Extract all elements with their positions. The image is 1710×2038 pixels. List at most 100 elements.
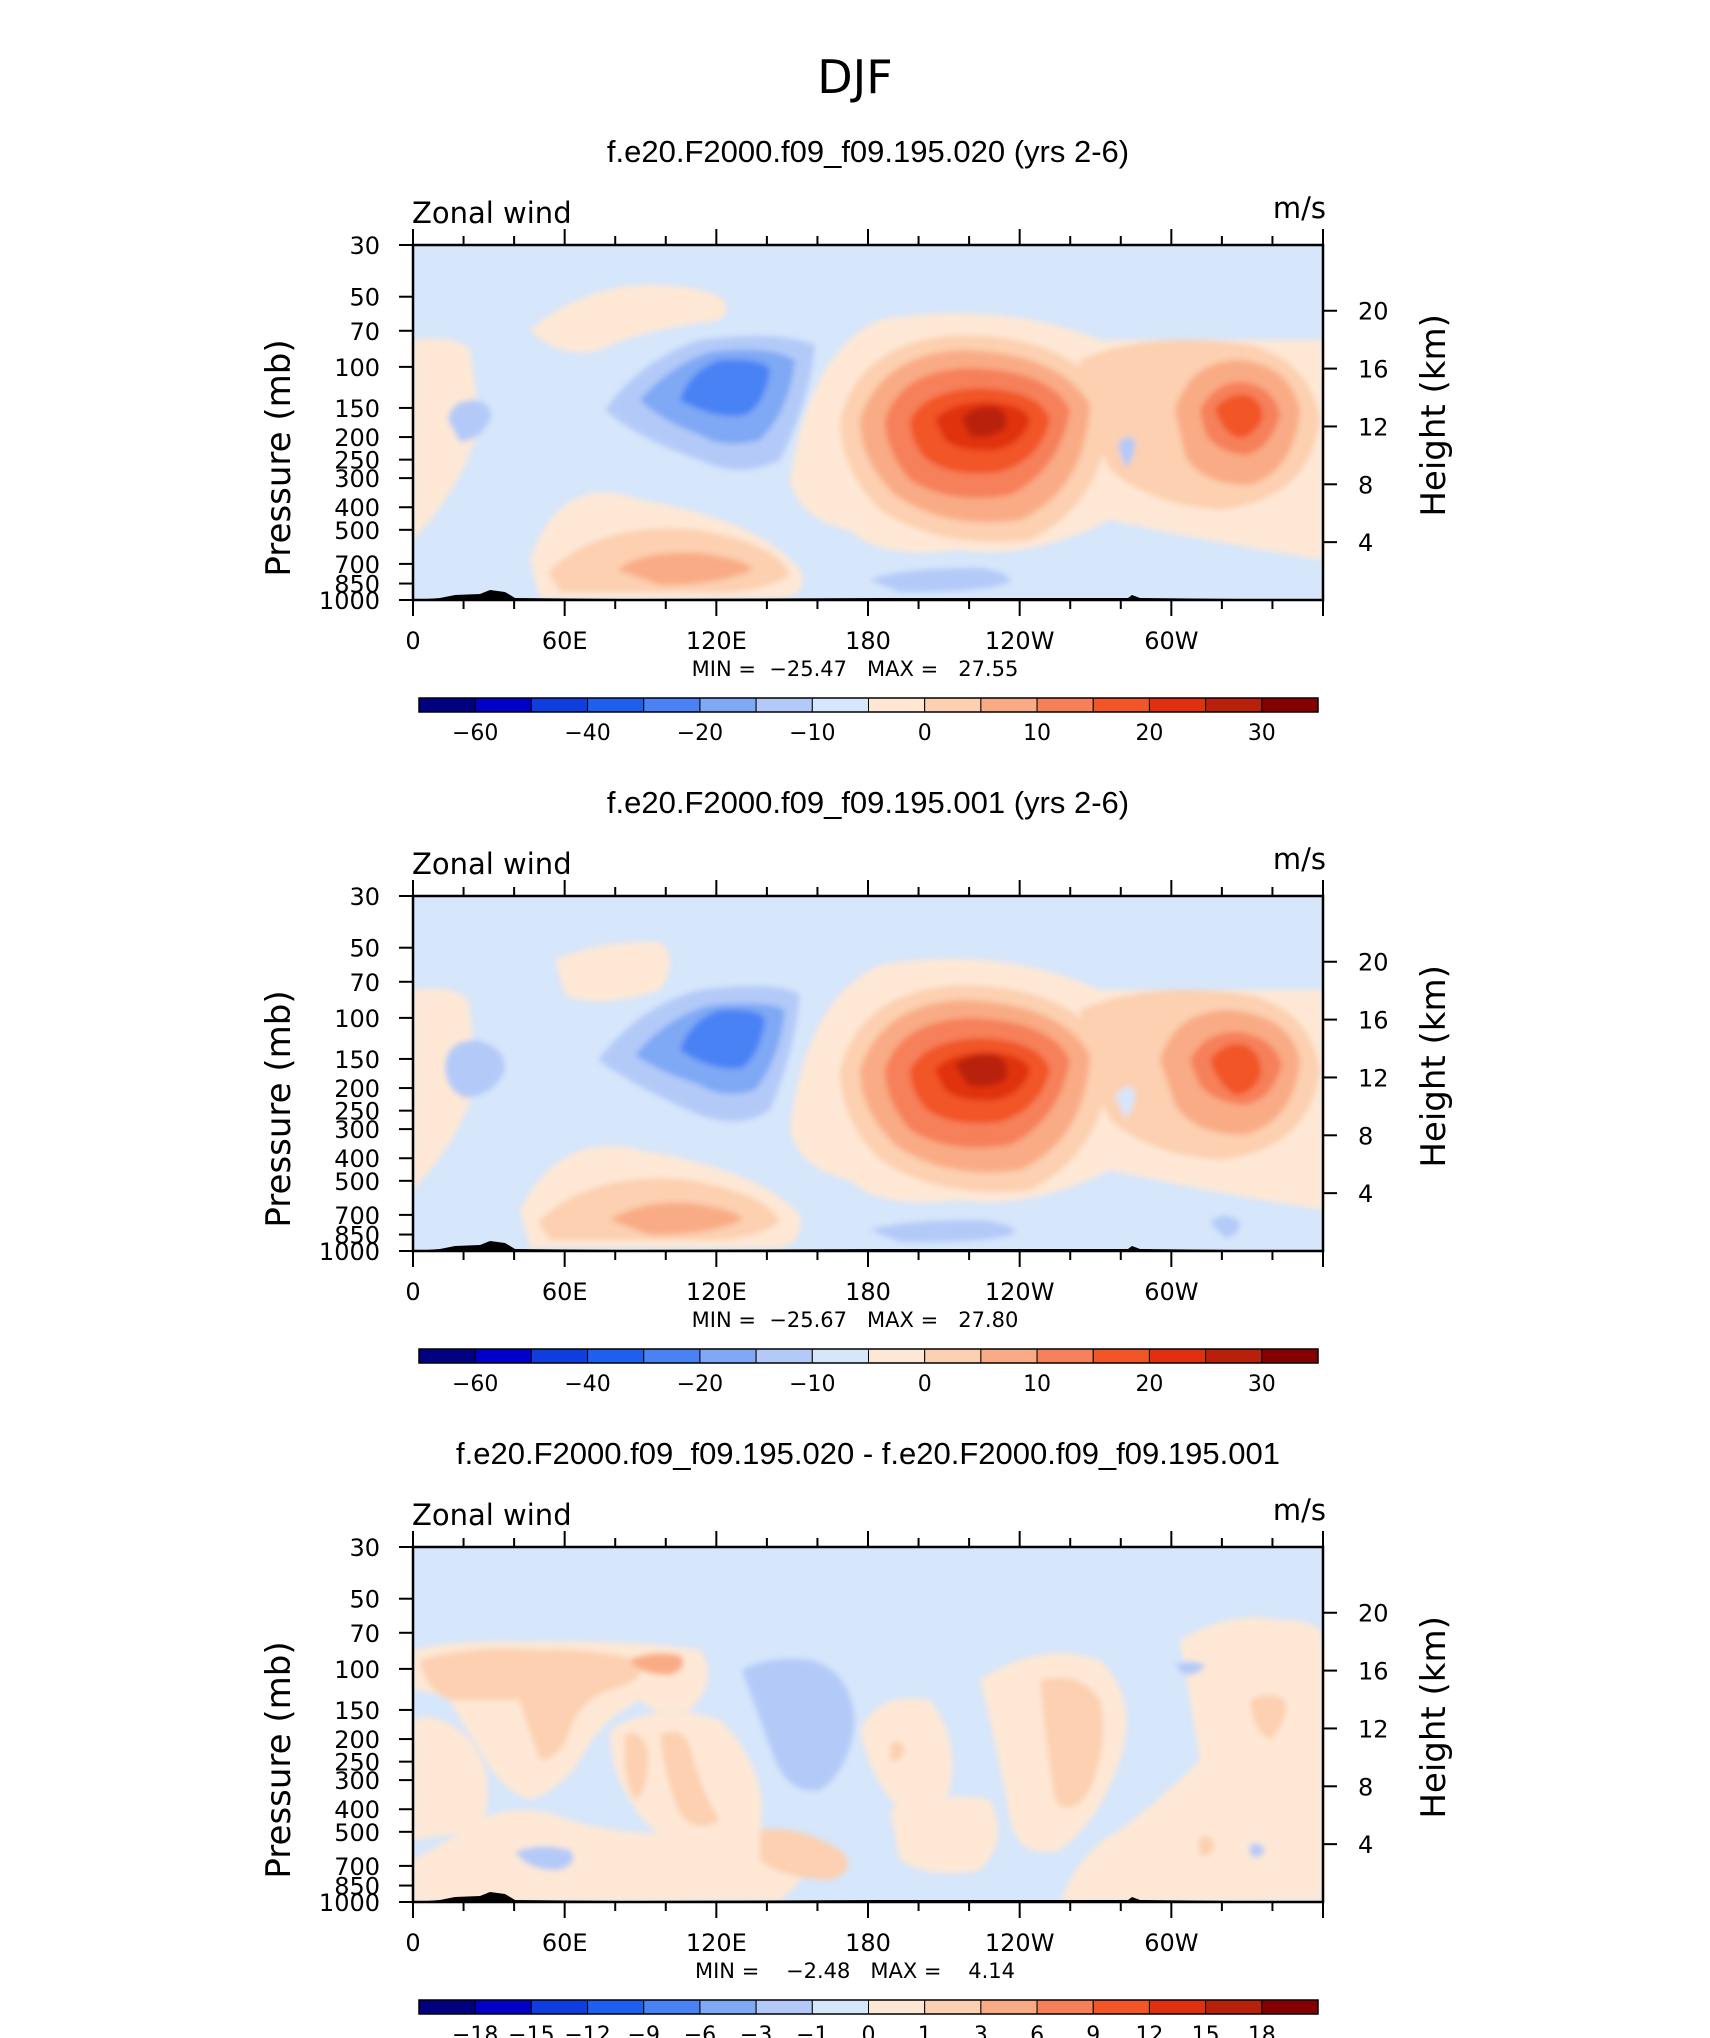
pressure-tick-label: 850 [334, 1873, 380, 1901]
colorbar-label: −15 [508, 2023, 554, 2038]
contour-field [413, 1547, 1323, 1902]
colorbar-label: −20 [677, 721, 723, 746]
pressure-tick-label: 400 [334, 494, 380, 522]
height-axis-label: Height (km) [1414, 314, 1454, 517]
lon-tick-label: 120E [686, 627, 747, 655]
colorbar-frame [418, 1999, 1319, 2015]
lon-tick-label: 120W [985, 627, 1055, 655]
colorbar-swatch [474, 1999, 532, 2015]
colorbar-label: −9 [628, 2023, 660, 2038]
contour-fill [760, 1829, 848, 1880]
contour-fill [742, 1658, 855, 1791]
contour-fill [1115, 1086, 1135, 1118]
contour-fill [1060, 1617, 1323, 1902]
panel-title: f.e20.F2000.f09_f09.195.020 (yrs 2-6) [607, 134, 1129, 169]
contour-fill [870, 568, 1010, 592]
height-tick-label: 16 [1358, 356, 1389, 384]
pressure-tick-label: 700 [334, 551, 380, 579]
pressure-tick-label: 70 [349, 969, 380, 997]
colorbar-swatch [868, 1999, 926, 2015]
colorbar-swatch [530, 697, 589, 713]
contour-fill [680, 359, 770, 416]
contour-fill [870, 1220, 1015, 1243]
panel-2: f.e20.F2000.f09_f09.195.001 (yrs 2-6) Zo… [259, 785, 1454, 1397]
panel-title: f.e20.F2000.f09_f09.195.001 (yrs 2-6) [607, 785, 1129, 820]
panel-3: f.e20.F2000.f09_f09.195.020 - f.e20.F200… [259, 1436, 1454, 2038]
lon-tick-label: 60W [1144, 1929, 1198, 1957]
colorbar-label: −20 [677, 1372, 723, 1397]
contour-fill [860, 1698, 953, 1813]
colorbar-label: 20 [1135, 721, 1163, 746]
pressure-tick-label: 250 [334, 1749, 380, 1777]
contour-fill [624, 1733, 649, 1800]
colorbar-swatch [811, 1999, 869, 2015]
height-tick-label: 16 [1358, 1658, 1389, 1686]
variable-label: Zonal wind [412, 196, 572, 230]
colorbar-swatch [1036, 1999, 1094, 2015]
height-tick-label: 4 [1358, 1180, 1373, 1208]
pressure-tick-label: 400 [334, 1796, 380, 1824]
colorbar-swatch [1205, 697, 1263, 713]
contour-fill [680, 1009, 765, 1069]
contour-fill [1118, 436, 1135, 468]
height-tick-label: 8 [1358, 1122, 1373, 1150]
pressure-tick-label: 300 [334, 1116, 380, 1144]
colorbar-swatch [755, 1348, 813, 1364]
lon-tick-label: 60E [542, 627, 588, 655]
pressure-tick-label: 500 [334, 1819, 380, 1847]
contour-fill [1040, 1677, 1104, 1808]
colorbar-swatch [924, 697, 982, 713]
lon-tick-label: 60E [542, 1278, 588, 1306]
colorbar-swatch [1205, 1348, 1263, 1364]
colorbar-swatch [1148, 697, 1207, 713]
pressure-tick-label: 200 [334, 1726, 380, 1754]
contour-fill [890, 1741, 905, 1762]
colorbar-label: 10 [1023, 721, 1051, 746]
figure-title: DJF [817, 50, 892, 104]
pressure-tick-label: 100 [334, 1005, 380, 1033]
pressure-tick-label: 300 [334, 465, 380, 493]
colorbar-swatch [924, 1348, 982, 1364]
colorbar-swatch [755, 1999, 813, 2015]
lon-tick-label: 0 [405, 1929, 420, 1957]
height-axis-label: Height (km) [1414, 1616, 1454, 1819]
min-max-stats: MIN = −25.47 MAX = 27.55 [692, 657, 1019, 681]
pressure-tick-label: 500 [334, 517, 380, 545]
pressure-tick-label: 100 [334, 1656, 380, 1684]
pressure-tick-label: 300 [334, 1767, 380, 1795]
variable-label: Zonal wind [412, 1498, 572, 1532]
panel-1: f.e20.F2000.f09_f09.195.020 (yrs 2-6) Zo… [259, 134, 1454, 746]
pressure-tick-label: 200 [334, 1075, 380, 1103]
contour-fill [420, 1648, 642, 1760]
contour-fill [413, 338, 480, 540]
contour-fill [445, 1040, 505, 1098]
contour-fill [448, 400, 491, 442]
lon-tick-label: 180 [845, 1278, 891, 1306]
colorbar-label: 6 [1030, 2023, 1044, 2038]
pressure-tick-label: 700 [334, 1202, 380, 1230]
pressure-tick-label: 50 [349, 935, 380, 963]
contour-fill [530, 285, 727, 353]
pressure-tick-label: 50 [349, 284, 380, 312]
contour-fill [413, 1717, 488, 1840]
height-tick-label: 4 [1358, 529, 1373, 557]
contour-fill [1210, 1044, 1261, 1095]
contour-fill [1198, 1836, 1215, 1857]
colorbar-swatch [699, 1999, 757, 2015]
contour-fill [1215, 394, 1263, 438]
colorbar-swatch [643, 1999, 701, 2015]
colorbar-frame [418, 1348, 1319, 1364]
pressure-tick-label: 150 [334, 1046, 380, 1074]
pressure-tick-label: 30 [349, 1534, 380, 1562]
pressure-tick-label: 850 [334, 571, 380, 599]
contour-fill [413, 988, 478, 1190]
contour-fill [610, 1202, 742, 1235]
colorbar-label: −10 [789, 1372, 835, 1397]
colorbar-label: 30 [1248, 1372, 1276, 1397]
contour-fill [955, 1054, 1008, 1087]
pressure-tick-label: 100 [334, 354, 380, 382]
height-tick-label: 16 [1358, 1007, 1389, 1035]
pressure-tick-label: 30 [349, 232, 380, 260]
colorbar-swatch [643, 697, 701, 713]
